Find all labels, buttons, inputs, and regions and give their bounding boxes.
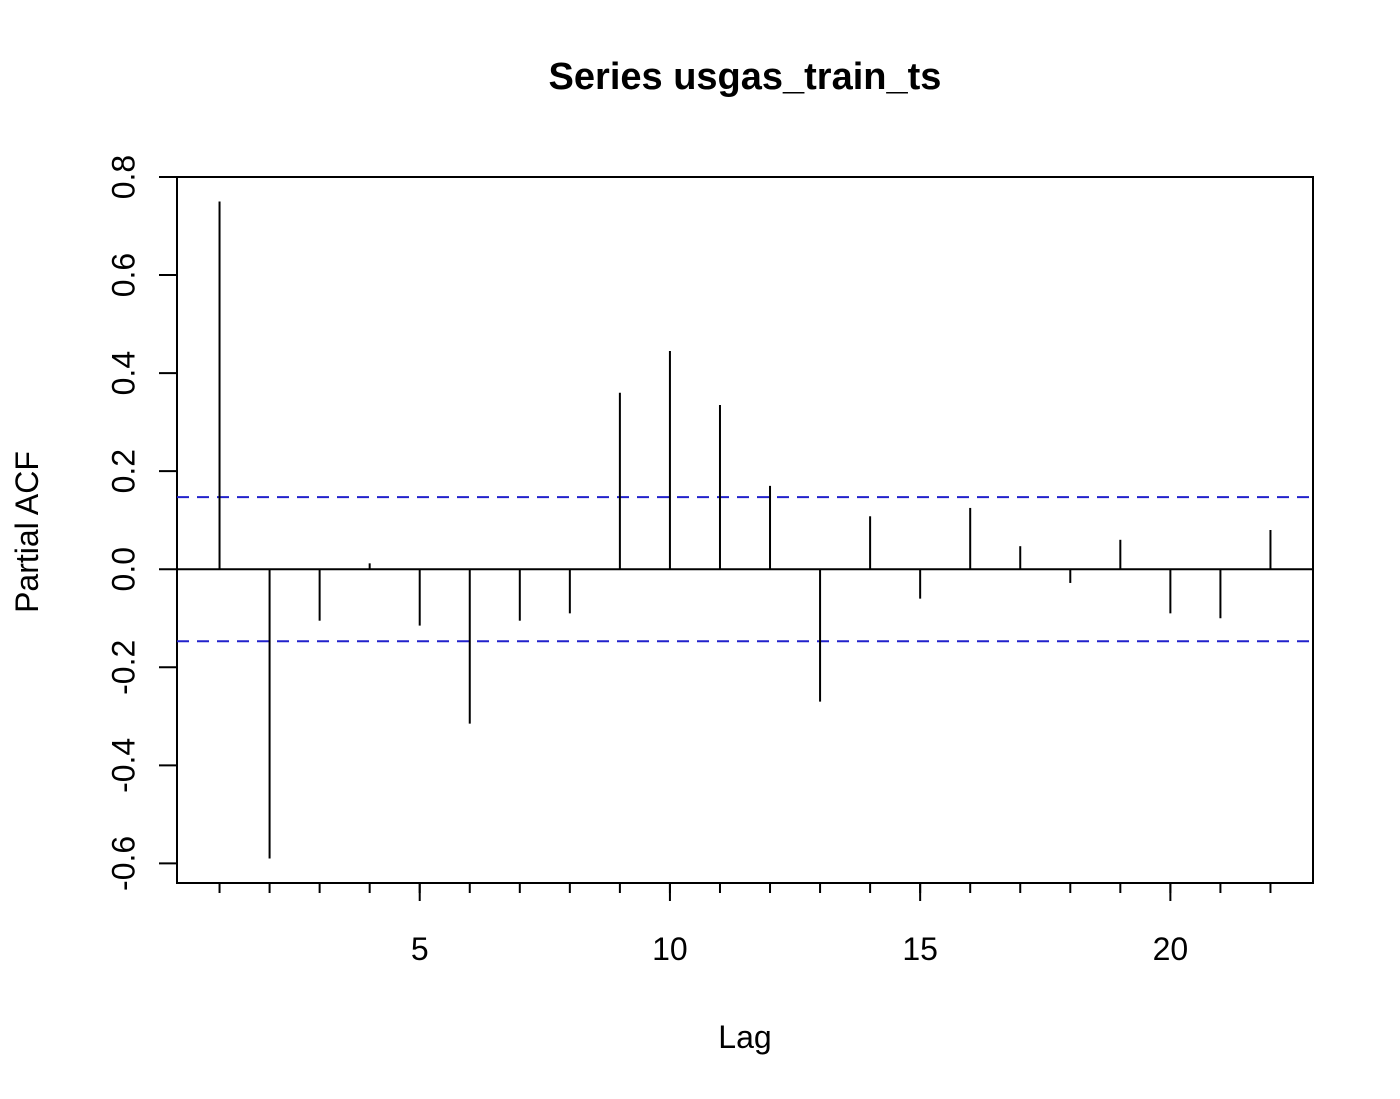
x-tick-label: 5 — [411, 931, 429, 967]
y-tick-label: 0.4 — [105, 351, 141, 395]
y-tick-label: 0.2 — [105, 449, 141, 493]
y-tick-label: 0.8 — [105, 155, 141, 199]
chart-title: Series usgas_train_ts — [549, 56, 942, 98]
x-axis-label: Lag — [718, 1019, 771, 1055]
plot-frame — [176, 176, 1314, 884]
x-tick-label: 10 — [652, 931, 688, 967]
y-axis: -0.6 -0.4 -0.2 0.0 0.2 0.4 0.6 0.8 — [105, 155, 177, 891]
y-tick-label: -0.6 — [105, 836, 141, 891]
x-tick-label: 15 — [902, 931, 938, 967]
y-tick-label: 0.0 — [105, 547, 141, 591]
x-axis: 5 10 15 20 — [218, 883, 1272, 967]
y-axis-label: Partial ACF — [9, 451, 45, 613]
x-tick-label: 20 — [1153, 931, 1189, 967]
plot-area — [177, 201, 1313, 859]
y-tick-label: -0.2 — [105, 640, 141, 695]
y-tick-label: 0.6 — [105, 253, 141, 297]
y-tick-label: -0.4 — [105, 738, 141, 793]
